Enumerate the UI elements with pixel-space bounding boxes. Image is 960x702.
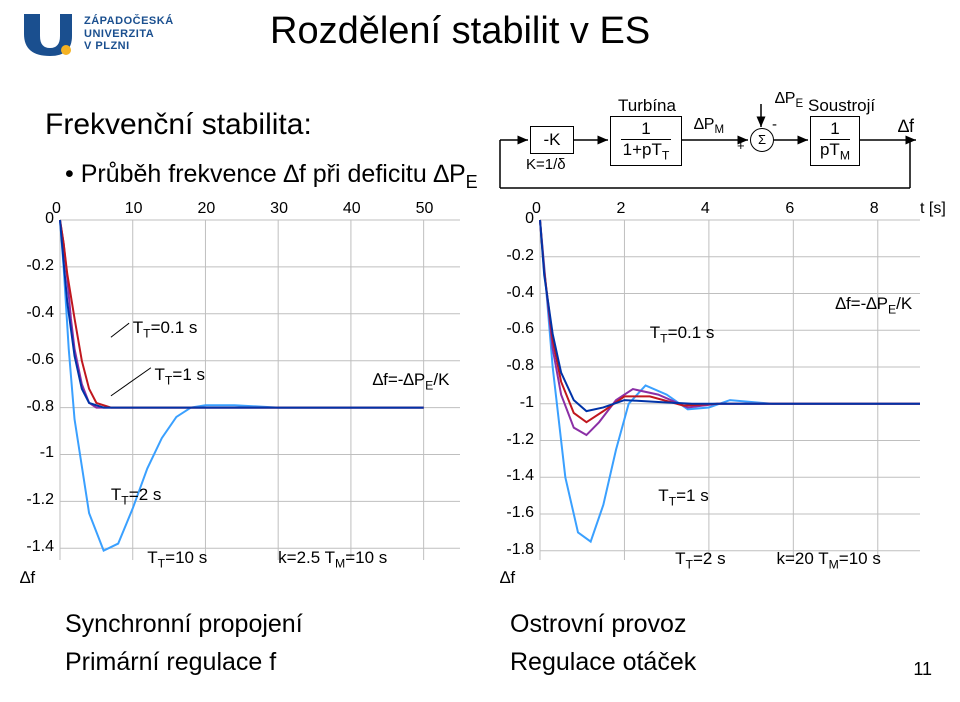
xtick: 8	[870, 200, 879, 218]
diag-plus: +	[737, 138, 745, 153]
ytick: -1	[500, 394, 534, 412]
xtick: 4	[701, 200, 710, 218]
xtick: 10	[125, 200, 143, 218]
ann-ylabel: ∆f	[20, 568, 35, 588]
ytick: -0.4	[500, 284, 534, 302]
ytick: -0.2	[500, 247, 534, 265]
ann-t01: TT=0.1 s	[133, 318, 198, 340]
ytick: -0.6	[20, 351, 54, 369]
logo-text: ZÁPADOČESKÁ UNIVERZITA V PLZNI	[84, 15, 174, 53]
ytick: -1.8	[500, 541, 534, 559]
time-label: t [s]	[920, 200, 946, 218]
ytick: -0.4	[20, 304, 54, 322]
ytick: -1.2	[500, 431, 534, 449]
charts-area: 0 10 20 30 40 50 0 -0.2 -0.4 -0.6 -0.8 -1 -1.2 -1.4 TT…	[0, 200, 960, 600]
xtick: 30	[270, 200, 288, 218]
diag-soustroji: Soustrojí	[808, 96, 875, 116]
diag-k-sub: K=1/δ	[526, 156, 566, 173]
ytick: -0.8	[500, 357, 534, 375]
ann-ylabel: ∆f	[500, 568, 515, 588]
block-diagram: Turbína Soustrojí ∆PE ∆PM + - ∆f -K K=1/…	[490, 92, 920, 192]
slide-title: Rozdělení stabilit v ES	[270, 10, 650, 53]
xtick: 2	[616, 200, 625, 218]
xtick: 50	[416, 200, 434, 218]
logo-line1: ZÁPADOČESKÁ	[84, 15, 174, 28]
chart-left: 010203040500-0.2-0.4-0.6-0.8-1-1.2-1.4TT…	[0, 200, 490, 590]
ann-t2: TT=2 s	[111, 485, 161, 507]
xtick: 20	[197, 200, 215, 218]
bottom-right-2: Regulace otáček	[510, 648, 696, 677]
ytick: 0	[20, 210, 54, 228]
ann-params: k=2.5 TM=10 s	[278, 548, 387, 570]
logo-line3: V PLZNI	[84, 40, 174, 53]
chart-right: 024680-0.2-0.4-0.6-0.8-1-1.2-1.4-1.6-1.8…	[480, 200, 950, 590]
ann-params: k=20 TM=10 s	[776, 549, 880, 571]
diag-dpm: ∆PM	[694, 116, 724, 136]
diag-dpe: ∆PE	[775, 90, 803, 110]
bottom-left-1: Synchronní propojení	[65, 610, 303, 639]
ann-t01: TT=0.1 s	[650, 323, 715, 345]
ytick: -1.4	[500, 467, 534, 485]
diag-df: ∆f	[898, 116, 914, 137]
ytick: -1.6	[500, 504, 534, 522]
xtick: 40	[343, 200, 361, 218]
ann-t2: TT=2 s	[675, 549, 725, 571]
bullet-text: Průběh frekvence ∆f při deficitu ∆P	[81, 160, 466, 188]
xtick: 6	[785, 200, 794, 218]
bullet-sub: E	[466, 172, 478, 192]
diag-minus: -	[772, 116, 777, 133]
diag-turbina: Turbína	[618, 96, 676, 116]
ann-t1: TT=1 s	[155, 365, 205, 387]
diag-k-box: -K	[530, 126, 574, 154]
bottom-right-1: Ostrovní provoz	[510, 610, 686, 639]
slide-subtitle: Frekvenční stabilita:	[45, 108, 312, 142]
logo-line2: UNIVERZITA	[84, 28, 174, 41]
ann-t1: TT=1 s	[658, 486, 708, 508]
diag-tf2: 1 pTM	[810, 116, 860, 166]
university-logo: ZÁPADOČESKÁ UNIVERZITA V PLZNI	[20, 10, 174, 58]
ytick: -0.8	[20, 398, 54, 416]
logo-mark	[20, 10, 76, 58]
ann-t10: TT=10 s	[147, 548, 207, 570]
ann-dfpe: ∆f=-∆PE/K	[836, 294, 913, 316]
ytick: -1	[20, 444, 54, 462]
page-number: 11	[913, 659, 932, 680]
diag-sum: Σ	[750, 128, 774, 152]
ytick: -1.2	[20, 491, 54, 509]
ann-dfpe: ∆f=-∆PE/K	[373, 370, 450, 392]
ytick: -0.2	[20, 257, 54, 275]
ytick: 0	[500, 210, 534, 228]
bottom-left-2: Primární regulace f	[65, 648, 276, 677]
bullet-line: • Průběh frekvence ∆f při deficitu ∆PE	[65, 160, 478, 193]
diag-tf1: 1 1+pTT	[610, 116, 682, 166]
ytick: -1.4	[20, 538, 54, 556]
ytick: -0.6	[500, 320, 534, 338]
